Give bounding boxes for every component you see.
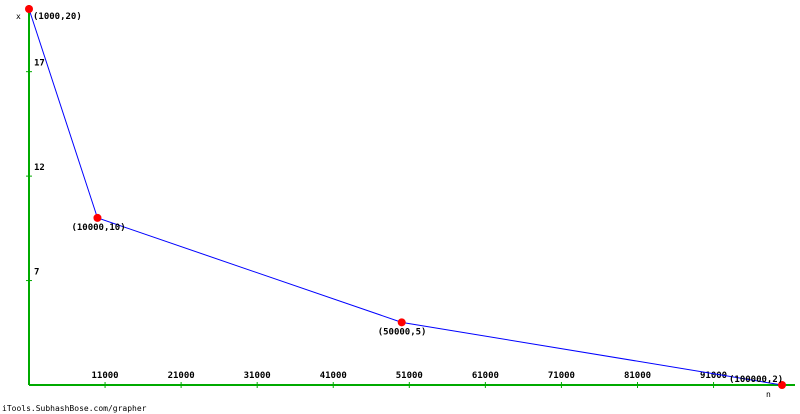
data-point-label: (10000,10) bbox=[71, 223, 125, 233]
data-point bbox=[93, 213, 102, 222]
x-tick-label: 31000 bbox=[244, 371, 271, 381]
data-point bbox=[25, 5, 33, 13]
credit-text: iTools.SubhashBose.com/grapher bbox=[2, 404, 147, 413]
x-axis-label: n bbox=[766, 390, 771, 399]
data-point bbox=[778, 381, 786, 389]
axes bbox=[28, 5, 795, 386]
series-line bbox=[28, 8, 783, 386]
y-tick-label: 7 bbox=[34, 268, 39, 278]
y-tick-label: 12 bbox=[34, 163, 45, 173]
x-tick-label: 61000 bbox=[472, 371, 499, 381]
data-point-label: (50000,5) bbox=[378, 327, 427, 337]
data-point-label: (100000,2) bbox=[729, 375, 783, 385]
y-axis-label: x bbox=[16, 12, 21, 21]
x-tick-label: 81000 bbox=[624, 371, 651, 381]
x-tick-label: 21000 bbox=[168, 371, 195, 381]
x-tick-label: 11000 bbox=[92, 371, 119, 381]
data-points bbox=[25, 5, 786, 389]
point-labels: (1000,20) (10000,10) (50000,5) (100000,2) bbox=[33, 12, 783, 385]
ticks: 11000 21000 31000 41000 51000 61000 71000 81000… bbox=[26, 59, 727, 388]
data-point-label: (1000,20) bbox=[33, 12, 82, 22]
x-tick-label: 51000 bbox=[396, 371, 423, 381]
x-tick-label: 41000 bbox=[320, 371, 347, 381]
data-point bbox=[397, 318, 406, 327]
y-tick-label: 17 bbox=[34, 59, 45, 69]
x-tick-label: 91000 bbox=[700, 371, 727, 381]
x-tick-label: 71000 bbox=[548, 371, 575, 381]
